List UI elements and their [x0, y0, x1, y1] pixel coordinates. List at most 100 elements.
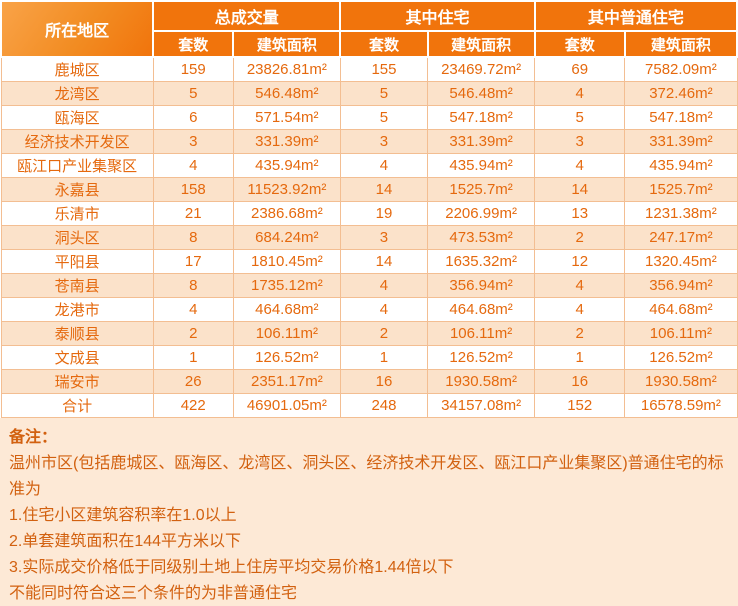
region-cell: 瓯海区: [0, 104, 154, 130]
value-cell: 6: [152, 104, 234, 130]
value-cell: 4: [339, 296, 429, 322]
value-cell: 16: [339, 368, 429, 394]
value-cell: 106.11m²: [232, 320, 341, 346]
table-row: 瑞安市 26 2351.17m² 16 1930.58m² 16 1930.58m²: [0, 368, 738, 394]
value-cell: 2386.68m²: [232, 200, 341, 226]
value-cell: 14: [339, 248, 429, 274]
value-cell: 3: [152, 128, 234, 154]
table-row: 文成县 1 126.52m² 1 126.52m² 1 126.52m²: [0, 344, 738, 370]
value-cell: 1: [339, 344, 429, 370]
table-row: 苍南县 8 1735.12m² 4 356.94m² 4 356.94m²: [0, 272, 738, 298]
value-cell: 4: [339, 272, 429, 298]
value-cell: 158: [152, 176, 234, 202]
value-cell: 7582.09m²: [624, 56, 738, 82]
value-cell: 5: [152, 80, 234, 106]
value-cell: 1930.58m²: [624, 368, 738, 394]
value-cell: 26: [152, 368, 234, 394]
region-cell: 合计: [0, 392, 154, 418]
value-cell: 16: [534, 368, 626, 394]
value-cell: 4: [534, 80, 626, 106]
value-cell: 464.68m²: [624, 296, 738, 322]
value-cell: 4: [534, 152, 626, 178]
region-cell: 瓯江口产业集聚区: [0, 152, 154, 178]
region-cell: 龙湾区: [0, 80, 154, 106]
value-cell: 13: [534, 200, 626, 226]
value-cell: 159: [152, 56, 234, 82]
region-cell: 泰顺县: [0, 320, 154, 346]
region-cell: 平阳县: [0, 248, 154, 274]
value-cell: 422: [152, 392, 234, 418]
table-row: 龙湾区 5 546.48m² 5 546.48m² 4 372.46m²: [0, 80, 738, 106]
value-cell: 21: [152, 200, 234, 226]
value-cell: 464.68m²: [427, 296, 536, 322]
value-cell: 435.94m²: [232, 152, 341, 178]
value-cell: 5: [339, 104, 429, 130]
value-cell: 4: [152, 152, 234, 178]
value-cell: 331.39m²: [624, 128, 738, 154]
value-cell: 12: [534, 248, 626, 274]
subheader-units-residential: 套数: [339, 30, 429, 58]
subheader-area-total: 建筑面积: [232, 30, 342, 58]
value-cell: 8: [152, 224, 234, 250]
region-cell: 洞头区: [0, 224, 154, 250]
subheader-units-total: 套数: [152, 30, 235, 58]
value-cell: 1525.7m²: [427, 176, 536, 202]
subheader-units-ordinary: 套数: [533, 30, 626, 58]
value-cell: 331.39m²: [427, 128, 536, 154]
notes-line-rule-2: 2.单套建筑面积在144平方米以下: [9, 532, 242, 550]
group-header-ordinary-residential: 其中普通住宅: [533, 0, 738, 32]
value-cell: 126.52m²: [624, 344, 738, 370]
value-cell: 356.94m²: [624, 272, 738, 298]
value-cell: 547.18m²: [624, 104, 738, 130]
region-cell: 永嘉县: [0, 176, 154, 202]
value-cell: 571.54m²: [232, 104, 341, 130]
value-cell: 248: [339, 392, 429, 418]
value-cell: 5: [534, 104, 626, 130]
value-cell: 106.11m²: [624, 320, 738, 346]
table-row: 泰顺县 2 106.11m² 2 106.11m² 2 106.11m²: [0, 320, 738, 346]
notes-line-standard: 温州市区(包括鹿城区、瓯海区、龙湾区、洞头区、经济技术开发区、瓯江口产业集聚区)…: [9, 454, 724, 498]
value-cell: 8: [152, 272, 234, 298]
value-cell: 106.11m²: [427, 320, 536, 346]
value-cell: 23469.72m²: [427, 56, 536, 82]
table-row: 经济技术开发区 3 331.39m² 3 331.39m² 3 331.39m²: [0, 128, 738, 154]
region-cell: 龙港市: [0, 296, 154, 322]
subheader-area-ordinary: 建筑面积: [623, 30, 738, 58]
value-cell: 4: [152, 296, 234, 322]
value-cell: 126.52m²: [232, 344, 341, 370]
value-cell: 155: [339, 56, 429, 82]
value-cell: 2351.17m²: [232, 368, 341, 394]
value-cell: 356.94m²: [427, 272, 536, 298]
value-cell: 2: [339, 320, 429, 346]
table-row: 乐清市 21 2386.68m² 19 2206.99m² 13 1231.38m²: [0, 200, 738, 226]
value-cell: 14: [534, 176, 626, 202]
notes-title: 备注：: [9, 428, 58, 446]
value-cell: 16578.59m²: [624, 392, 738, 418]
value-cell: 2: [534, 320, 626, 346]
value-cell: 46901.05m²: [232, 392, 341, 418]
notes-section: 备注： 温州市区(包括鹿城区、瓯海区、龙湾区、洞头区、经济技术开发区、瓯江口产业…: [0, 418, 738, 606]
table-row: 瓯江口产业集聚区 4 435.94m² 4 435.94m² 4 435.94m²: [0, 152, 738, 178]
value-cell: 152: [534, 392, 626, 418]
value-cell: 34157.08m²: [427, 392, 536, 418]
value-cell: 2: [152, 320, 234, 346]
value-cell: 546.48m²: [427, 80, 536, 106]
notes-line-rule-3: 3.实际成交价格低于同级别土地上住房平均交易价格1.44倍以下: [9, 558, 454, 576]
value-cell: 1810.45m²: [232, 248, 341, 274]
value-cell: 14: [339, 176, 429, 202]
value-cell: 546.48m²: [232, 80, 341, 106]
value-cell: 1635.32m²: [427, 248, 536, 274]
value-cell: 3: [534, 128, 626, 154]
value-cell: 2206.99m²: [427, 200, 536, 226]
value-cell: 17: [152, 248, 234, 274]
value-cell: 372.46m²: [624, 80, 738, 106]
value-cell: 1525.7m²: [624, 176, 738, 202]
table-body: 鹿城区 159 23826.81m² 155 23469.72m² 69 7582.09m²…: [0, 56, 738, 418]
table-row: 瓯海区 6 571.54m² 5 547.18m² 5 547.18m²: [0, 104, 738, 130]
value-cell: 473.53m²: [427, 224, 536, 250]
table-row: 洞头区 8 684.24m² 3 473.53m² 2 247.17m²: [0, 224, 738, 250]
value-cell: 684.24m²: [232, 224, 341, 250]
value-cell: 3: [339, 128, 429, 154]
value-cell: 11523.92m²: [232, 176, 341, 202]
